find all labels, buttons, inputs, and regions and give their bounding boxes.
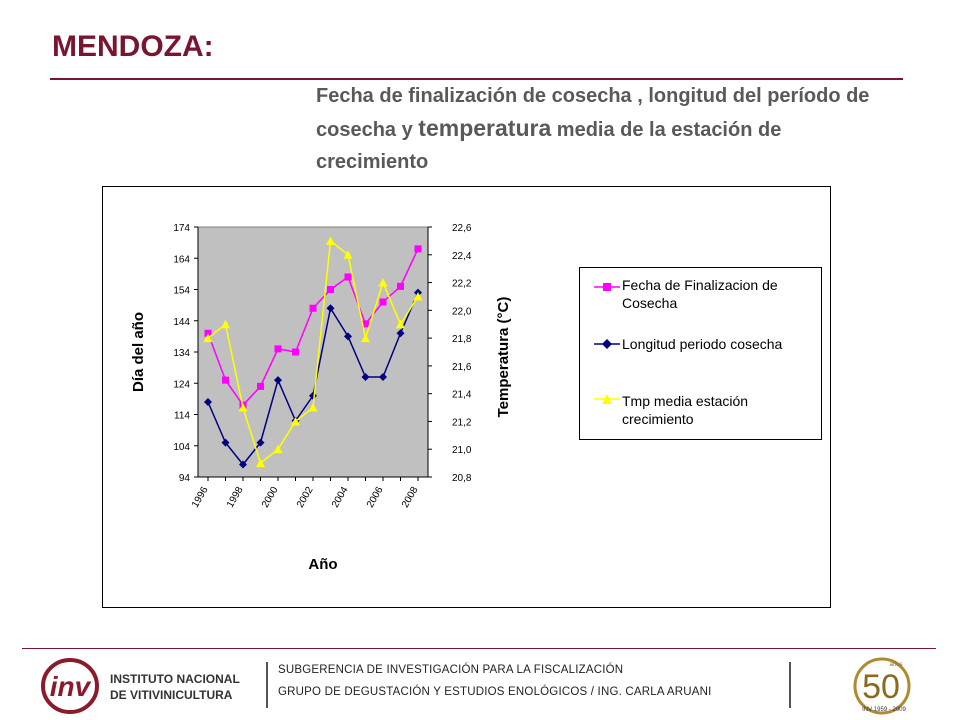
x-tick-label: 2000 [260,485,281,510]
data-point-fecha [309,304,317,312]
y2-tick-label: 21,8 [452,334,472,345]
y2-axis-title: Temperatura (°C) [495,297,512,418]
chart-legend: Fecha de Finalizacion de Cosecha Longitu… [579,267,822,440]
inv-logo-emblem [41,658,99,714]
data-point-longitud [256,438,265,447]
inv-logo-line1: INSTITUTO NACIONAL [110,672,240,686]
anniversary-50-logo: 50 años INV 1959 - 2009 [853,657,911,715]
x-tick-label: 2008 [400,485,421,510]
footer-line-2: GRUPO DE DEGUSTACIÓN Y ESTUDIOS ENOLÓGIC… [278,686,712,698]
data-point-tmp [343,250,353,259]
y2-tick-label: 21,0 [452,445,472,456]
legend-label-fecha: Fecha de Finalizacion de Cosecha [622,277,778,311]
slide-subtitle: Fecha de finalización de cosecha , longi… [316,80,896,178]
data-point-tmp [256,458,265,468]
anniversary-ring [853,657,911,715]
data-point-tmp [308,403,318,412]
data-point-longitud [379,373,387,381]
data-point-tmp [238,403,248,412]
x-axis-title: Año [308,556,337,573]
data-point-fecha [397,282,404,290]
subtitle-part-3: media de la estación de crecimiento [316,119,782,173]
data-point-longitud [239,460,247,469]
y2-tick-label: 22,4 [452,251,472,262]
y-axis-title: Día del año [130,312,147,392]
y2-tick-label: 22,2 [452,279,472,290]
x-tick-label: 2004 [330,485,351,510]
y-tick-label: 114 [174,411,190,422]
data-point-tmp [203,333,213,343]
y-tick-label: 94 [179,473,191,484]
data-point-longitud [326,304,335,313]
data-point-tmp [221,319,230,329]
inv-logo-mark: inv [50,671,92,702]
data-point-tmp [361,333,370,343]
inv-logo: inv INSTITUTO NACIONAL DE VITIVINICULTUR… [41,658,240,714]
data-point-longitud [344,332,352,341]
y-tick-label: 124 [173,379,190,390]
y2-tick-label: 20,8 [452,473,472,484]
y-tick-label: 104 [173,442,190,453]
x-tick-label: 2002 [295,485,316,510]
footer-separator-left [266,662,268,708]
inv-logo-line2: DE VITIVINICULTURA [110,688,233,702]
data-point-longitud [221,438,230,447]
page-title: MENDOZA: [52,30,214,63]
x-tick-label: 1998 [225,485,246,510]
data-point-longitud [396,329,405,338]
legend-label-longitud: Longitud periodo cosecha [622,336,783,352]
footer-divider [22,648,936,649]
y2-tick-label: 21,4 [452,390,472,401]
data-point-fecha [204,329,212,337]
footer-separator-right [789,662,791,708]
anniversary-number: 50 [862,668,900,706]
legend-label-tmp: Tmp media estación crecimiento [622,393,749,427]
data-point-longitud [204,398,212,406]
data-point-fecha [274,345,282,353]
data-point-tmp [291,416,300,426]
data-point-fecha [257,382,264,390]
data-point-fecha [327,286,334,293]
chart-frame: 174 164 154 144 134 124 114 104 94 22,6 22,4 22,2 22… [102,186,831,608]
x-tick-label: 1996 [190,485,211,510]
y-tick-label: 134 [173,348,190,359]
line-chart: 174 164 154 144 134 124 114 104 94 22,6 22,4 22,2 22… [130,223,512,573]
data-point-tmp [326,236,335,245]
data-point-fecha [379,298,387,306]
y2-tick-label: 21,2 [452,417,472,428]
legend-marker-tmp [594,394,620,404]
y-tick-label: 174 [173,223,190,234]
y2-tick-label: 22,6 [452,223,472,234]
data-point-tmp [396,319,405,329]
y-tick-label: 154 [173,286,190,297]
data-point-longitud [274,376,282,385]
data-point-tmp [413,291,423,301]
anniversary-years: INV 1959 - 2009 [862,707,906,713]
y-tick-label: 164 [173,254,190,265]
data-point-longitud [361,373,370,381]
data-point-fecha [222,376,229,384]
data-point-fecha [292,348,299,356]
legend-marker-fecha [594,283,620,291]
title-divider [50,78,903,80]
data-point-fecha [414,245,422,253]
anniversary-small: años [889,662,902,668]
x-tick-label: 2006 [365,485,386,510]
data-point-fecha [344,273,352,281]
data-point-fecha [362,320,369,328]
subtitle-part-2: temperatura [418,115,552,141]
y2-tick-label: 22,0 [452,306,472,317]
y2-tick-label: 21,6 [452,362,472,373]
footer-line-1: SUBGERENCIA DE INVESTIGACIÓN PARA LA FIS… [278,664,624,676]
subtitle-part-1: Fecha de finalización de cosecha , longi… [316,85,870,141]
legend-marker-longitud [594,339,620,349]
y-tick-label: 144 [173,317,190,328]
data-point-tmp [273,444,283,454]
data-point-tmp [378,278,388,287]
plot-area [197,226,429,478]
